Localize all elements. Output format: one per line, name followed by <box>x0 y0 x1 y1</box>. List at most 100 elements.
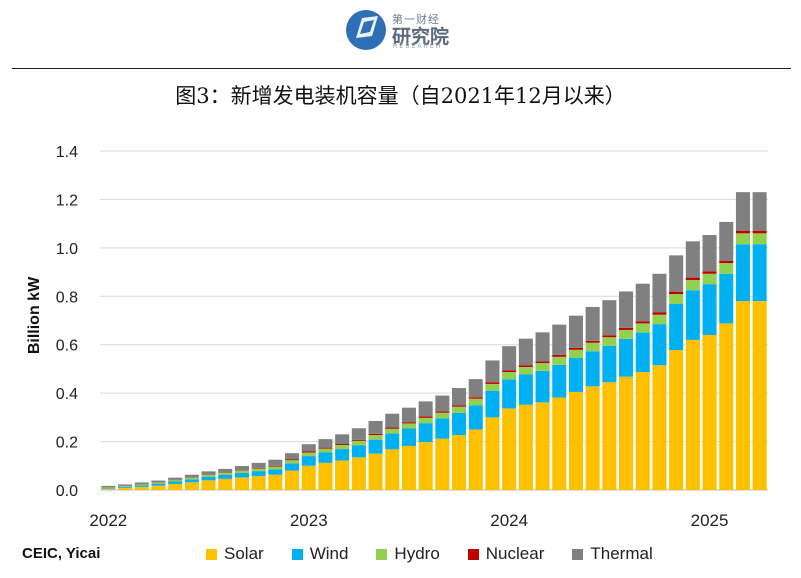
bar-nuclear <box>351 439 366 441</box>
bar-nuclear <box>585 340 600 343</box>
bar-thermal <box>351 428 366 440</box>
bar-wind <box>602 345 617 383</box>
bar-thermal <box>268 459 283 466</box>
bar-nuclear <box>702 271 717 274</box>
bar-solar <box>518 404 533 490</box>
bar-wind <box>101 488 116 489</box>
bar-hydro <box>401 423 416 429</box>
bar-thermal <box>652 273 667 313</box>
bar-hydro <box>134 484 149 486</box>
bar-wind <box>285 463 300 471</box>
bar-thermal <box>535 332 550 362</box>
bar-thermal <box>585 306 600 341</box>
bar-nuclear <box>435 411 450 413</box>
bar-thermal <box>118 484 133 486</box>
bar-thermal <box>619 291 634 328</box>
bar-solar <box>585 386 600 490</box>
y-tick-label: 1.0 <box>56 241 78 258</box>
bar-wind <box>635 332 650 373</box>
bar-wind <box>134 485 149 487</box>
y-tick-label: 0.4 <box>56 386 78 403</box>
bar-solar <box>218 478 233 490</box>
legend-label: Hydro <box>394 544 440 563</box>
bar-hydro <box>685 280 700 291</box>
bar-wind <box>184 479 199 483</box>
logo-main-text: 研究院 <box>392 27 450 48</box>
bar-solar <box>619 376 634 490</box>
bar-wind <box>168 481 183 484</box>
bar-thermal <box>485 360 500 383</box>
bar-wind <box>418 423 433 443</box>
bar-hydro <box>318 448 333 453</box>
bar-hydro <box>585 342 600 352</box>
bar-hydro <box>452 406 467 413</box>
bar-wind <box>118 486 133 488</box>
bar-solar <box>418 442 433 490</box>
bar-solar <box>602 382 617 490</box>
bar-thermal <box>685 241 700 278</box>
bar-nuclear <box>535 361 550 364</box>
bar-solar <box>652 365 667 490</box>
bar-solar <box>118 487 133 490</box>
bar-solar <box>685 339 700 490</box>
bar-thermal <box>518 338 533 366</box>
bar-wind <box>485 390 500 418</box>
bar-hydro <box>301 452 316 457</box>
bar-nuclear <box>485 382 500 384</box>
bar-hydro <box>368 435 383 440</box>
bar-nuclear <box>335 443 350 445</box>
bar-nuclear <box>719 260 734 264</box>
bar-wind <box>301 456 316 466</box>
bar-wind <box>452 412 467 436</box>
legend-label: Nuclear <box>485 544 545 563</box>
bar-hydro <box>218 472 233 475</box>
bar-thermal <box>635 283 650 322</box>
bar-solar <box>335 460 350 490</box>
bar-nuclear <box>502 370 517 373</box>
source-note: CEIC, Yicai <box>22 545 101 562</box>
bar-solar <box>702 335 717 490</box>
bar-wind <box>752 244 767 302</box>
bar-thermal <box>452 388 467 406</box>
chart-title: 图3：新增发电装机容量（自2021年12月以来） <box>175 84 626 108</box>
bar-thermal <box>602 300 617 336</box>
bar-wind <box>385 433 400 450</box>
x-tick-label: 2024 <box>490 511 528 530</box>
header: 第一财经 研究院 RESEARCH <box>0 0 801 68</box>
legend-label: Solar <box>224 544 264 563</box>
bar-hydro <box>184 477 199 480</box>
bar-thermal <box>468 379 483 398</box>
bar-hydro <box>719 263 734 274</box>
bar-solar <box>168 483 183 490</box>
bar-wind <box>518 374 533 405</box>
bar-thermal <box>101 485 116 488</box>
bar-wind <box>735 244 750 302</box>
stacked-bar-chart: 0.0 0.2 0.4 0.6 0.8 1.0 1.2 1.4 Billion kW 2022 20… <box>26 144 768 530</box>
bar-nuclear <box>619 327 634 330</box>
bar-hydro <box>735 233 750 245</box>
bar-hydro <box>602 337 617 346</box>
bar-wind <box>552 364 567 398</box>
bar-solar <box>201 480 216 490</box>
bar-nuclear <box>552 354 567 357</box>
bar-solar <box>735 301 750 490</box>
bar-hydro <box>251 468 266 472</box>
bar-hydro <box>502 372 517 380</box>
bar-solar <box>568 391 583 490</box>
bar-nuclear <box>401 422 416 424</box>
bar-nuclear <box>568 347 583 350</box>
bar-nuclear <box>518 365 533 367</box>
x-tick-label: 2023 <box>290 511 328 530</box>
bar-thermal <box>385 413 400 428</box>
bar-hydro <box>702 273 717 285</box>
bar-wind <box>669 304 684 351</box>
bar-hydro <box>151 482 166 484</box>
bar-thermal <box>568 315 583 348</box>
bar-hydro <box>552 356 567 365</box>
bar-thermal <box>702 235 717 272</box>
bar-solar <box>719 323 734 490</box>
x-tick-label: 2025 <box>691 511 729 530</box>
bar-solar <box>368 453 383 490</box>
bar-thermal <box>218 468 233 473</box>
bar-solar <box>452 435 467 490</box>
